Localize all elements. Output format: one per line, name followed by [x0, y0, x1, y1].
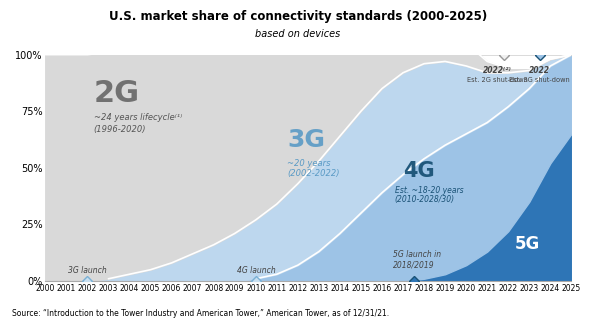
Text: Est. 3G shut-down: Est. 3G shut-down	[510, 77, 570, 83]
Text: Source: “Introduction to the Tower Industry and American Tower,” American Tower,: Source: “Introduction to the Tower Indus…	[12, 308, 389, 318]
Text: based on devices: based on devices	[255, 29, 341, 39]
Text: 4G launch: 4G launch	[237, 266, 275, 275]
Text: 2G: 2G	[94, 79, 140, 108]
Text: (2002-2022): (2002-2022)	[287, 169, 340, 178]
Text: 3G: 3G	[287, 128, 325, 153]
Text: 5G: 5G	[514, 235, 540, 253]
Text: Est. ~18-20 years: Est. ~18-20 years	[395, 186, 463, 195]
Text: 2022⁽²⁾: 2022⁽²⁾	[483, 66, 512, 75]
Text: Est. 2G shut-down: Est. 2G shut-down	[467, 77, 528, 83]
Text: 5G launch in
2018/2019: 5G launch in 2018/2019	[393, 250, 440, 270]
Text: 3G launch: 3G launch	[69, 266, 107, 275]
Text: ~24 years lifecycle⁽¹⁾: ~24 years lifecycle⁽¹⁾	[94, 113, 182, 122]
Text: ~20 years: ~20 years	[287, 158, 331, 168]
Text: (1996-2020): (1996-2020)	[94, 125, 146, 133]
Text: 2022: 2022	[529, 66, 550, 75]
Text: U.S. market share of connectivity standards (2000-2025): U.S. market share of connectivity standa…	[109, 10, 487, 23]
Text: (2010-2028/30): (2010-2028/30)	[395, 195, 455, 204]
Text: 4G: 4G	[403, 161, 434, 181]
